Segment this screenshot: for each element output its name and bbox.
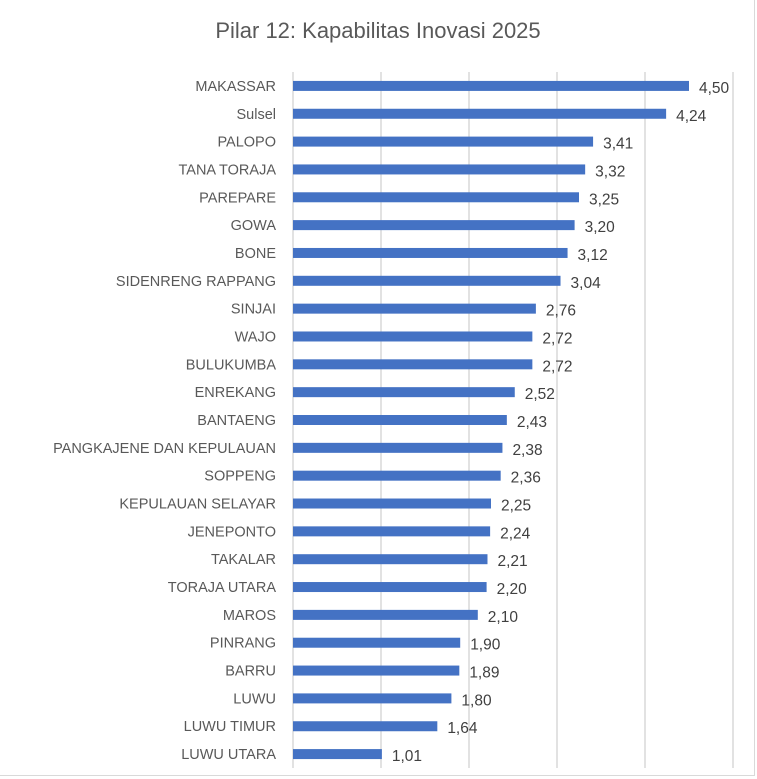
data-label: 2,72	[542, 358, 572, 375]
bar	[293, 470, 501, 481]
category-label: ENREKANG	[195, 385, 276, 401]
category-label: SIDENRENG RAPPANG	[116, 274, 276, 290]
bar	[293, 526, 491, 537]
category-label: PAREPARE	[199, 190, 276, 206]
data-label: 1,01	[392, 748, 422, 765]
data-label: 2,38	[512, 442, 542, 459]
bar	[293, 136, 594, 147]
bar	[293, 554, 488, 565]
bar	[293, 247, 568, 258]
data-label: 4,50	[699, 80, 730, 97]
category-label: GOWA	[231, 218, 277, 234]
data-label: 2,76	[546, 303, 576, 320]
data-label: 2,21	[497, 553, 527, 570]
data-label: 2,52	[525, 386, 555, 403]
data-label: 1,89	[469, 665, 499, 682]
data-label: 2,24	[500, 525, 531, 542]
bar	[293, 331, 533, 342]
category-label: BULUKUMBA	[186, 357, 277, 373]
category-label: WAJO	[235, 329, 276, 345]
bar	[293, 582, 487, 593]
category-label: LUWU	[233, 691, 276, 707]
category-label: KEPULAUAN SELAYAR	[119, 497, 276, 513]
category-label: MAKASSAR	[195, 79, 276, 95]
bar	[293, 693, 452, 704]
data-label: 2,43	[517, 414, 547, 431]
category-label: TAKALAR	[211, 552, 276, 568]
category-label: JENEPONTO	[188, 524, 276, 540]
category-label: LUWU TIMUR	[184, 719, 276, 735]
data-label: 2,20	[497, 581, 528, 598]
bar	[293, 192, 579, 203]
category-label: LUWU UTARA	[181, 747, 276, 763]
category-label: BANTAENG	[197, 413, 276, 429]
data-label: 3,32	[595, 163, 625, 180]
bar	[293, 749, 382, 760]
bar	[293, 359, 533, 370]
data-label: 3,04	[571, 275, 602, 292]
category-label: TORAJA UTARA	[168, 580, 277, 596]
data-label: 2,72	[542, 330, 572, 347]
data-label: 1,80	[461, 692, 492, 709]
data-label: 3,25	[589, 191, 619, 208]
bar	[293, 637, 461, 648]
category-label: PANGKAJENE DAN KEPULAUAN	[53, 441, 276, 457]
category-label: TANA TORAJA	[179, 162, 277, 178]
data-label: 4,24	[676, 108, 707, 125]
bar	[293, 665, 460, 676]
bar	[293, 275, 561, 286]
bar	[293, 415, 507, 425]
bar	[293, 164, 586, 175]
data-label: 2,36	[511, 470, 541, 487]
category-label: BARRU	[225, 664, 276, 680]
data-label: 3,12	[578, 247, 608, 264]
data-label: 3,41	[603, 136, 633, 153]
bar	[293, 721, 438, 732]
bar	[293, 442, 503, 453]
category-label: MAROS	[223, 608, 276, 624]
category-label: Sulsel	[237, 107, 277, 123]
bar	[293, 498, 491, 509]
bar	[293, 220, 575, 231]
data-label: 3,20	[585, 219, 616, 236]
category-label: BONE	[235, 246, 276, 262]
bar	[293, 80, 689, 91]
bar	[293, 108, 667, 119]
bar	[293, 609, 478, 620]
category-label: PINRANG	[210, 636, 276, 652]
data-label: 2,25	[501, 498, 531, 515]
chart-title: Pilar 12: Kapabilitas Inovasi 2025	[215, 18, 540, 43]
category-label: SINJAI	[231, 302, 276, 318]
data-label: 2,10	[488, 609, 519, 626]
category-label: PALOPO	[217, 135, 276, 151]
data-label: 1,90	[470, 637, 501, 654]
bar	[293, 387, 515, 398]
data-label: 1,64	[447, 720, 478, 737]
bar	[293, 303, 536, 314]
category-label: SOPPENG	[204, 469, 276, 485]
